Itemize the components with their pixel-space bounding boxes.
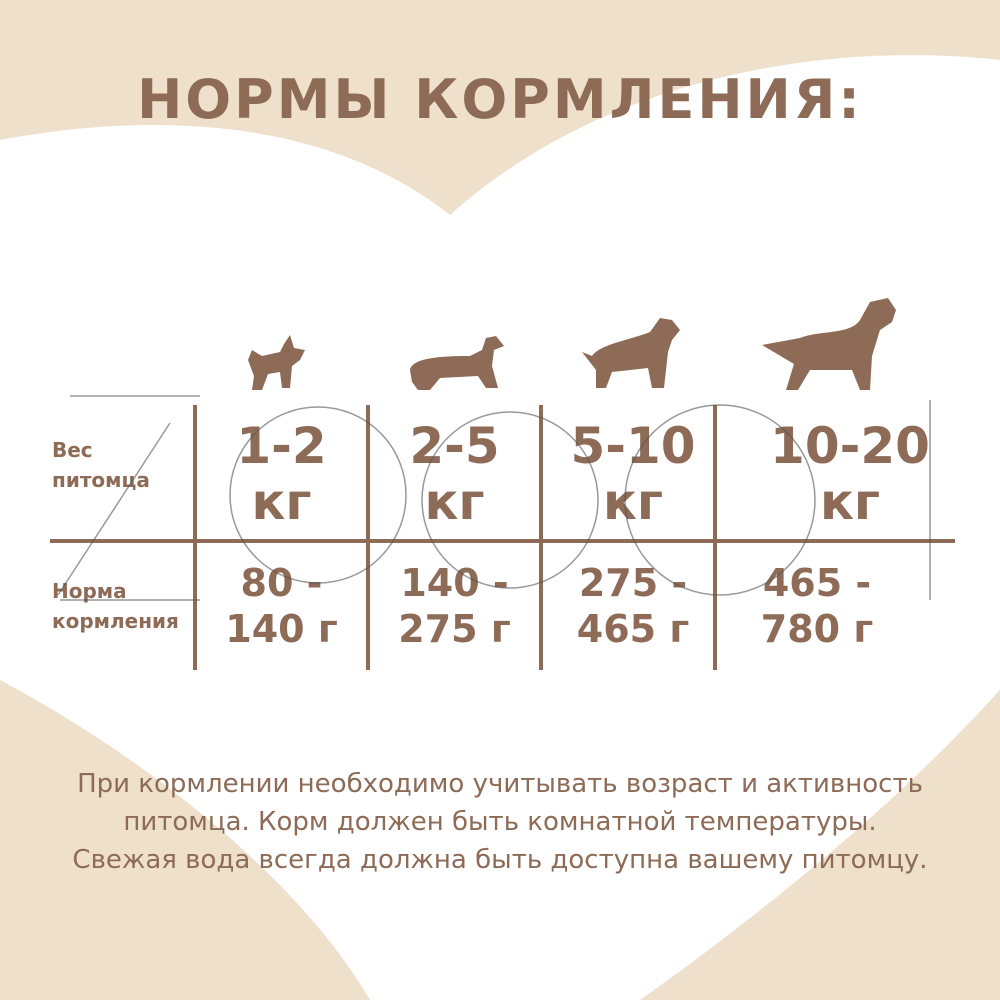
- weight-cell: 10-20 кг: [740, 418, 960, 530]
- row-label-line: Норма: [52, 579, 127, 603]
- norm-to: 275 г: [398, 607, 511, 651]
- weight-value: 10-20: [770, 417, 930, 475]
- weight-unit: кг: [251, 473, 312, 531]
- table-column-divider: [713, 405, 717, 670]
- weight-unit: кг: [602, 473, 664, 531]
- norm-from: 275 -: [578, 561, 688, 605]
- weight-cell: 2-5 кг: [370, 418, 539, 530]
- row-label-line: Вес: [52, 438, 93, 462]
- weight-unit: кг: [424, 473, 485, 531]
- weight-value: 2-5: [409, 417, 500, 475]
- note-line: При кормлении необходимо учитывать возра…: [77, 769, 923, 799]
- row-label-norm: Норма кормления: [52, 576, 179, 636]
- page-title: НОРМЫ КОРМЛЕНИЯ:: [137, 68, 863, 131]
- weight-unit: кг: [819, 473, 881, 531]
- row-label-line: кормления: [52, 609, 179, 633]
- weight-cell: 1-2 кг: [197, 418, 366, 530]
- table-column-divider: [539, 405, 543, 670]
- norm-to: 780 г: [760, 607, 874, 651]
- table-horizontal-divider: [50, 539, 955, 543]
- norm-to: 140 г: [225, 607, 338, 651]
- norm-to: 465 г: [576, 607, 690, 651]
- norm-cell: 275 -465 г: [543, 560, 723, 652]
- note-line: Свежая вода всегда должна быть доступна …: [72, 845, 928, 875]
- schnauzer-icon: [582, 318, 680, 388]
- dachshund-icon: [410, 336, 504, 390]
- norm-from: 465 -: [762, 561, 872, 605]
- table-column-divider: [366, 405, 370, 670]
- row-label-weight: Вес питомца: [52, 435, 150, 495]
- norm-cell: 465 -780 г: [717, 560, 917, 652]
- feeding-note: При кормлении необходимо учитывать возра…: [0, 765, 1000, 879]
- labrador-icon: [762, 298, 896, 390]
- table-column-divider: [193, 405, 197, 670]
- norm-cell: 80 -140 г: [197, 560, 366, 652]
- dog-icons: [248, 298, 896, 390]
- note-line: питомца. Корм должен быть комнатной темп…: [123, 807, 877, 837]
- toy-terrier-icon: [248, 335, 305, 390]
- weight-value: 1-2: [236, 417, 327, 475]
